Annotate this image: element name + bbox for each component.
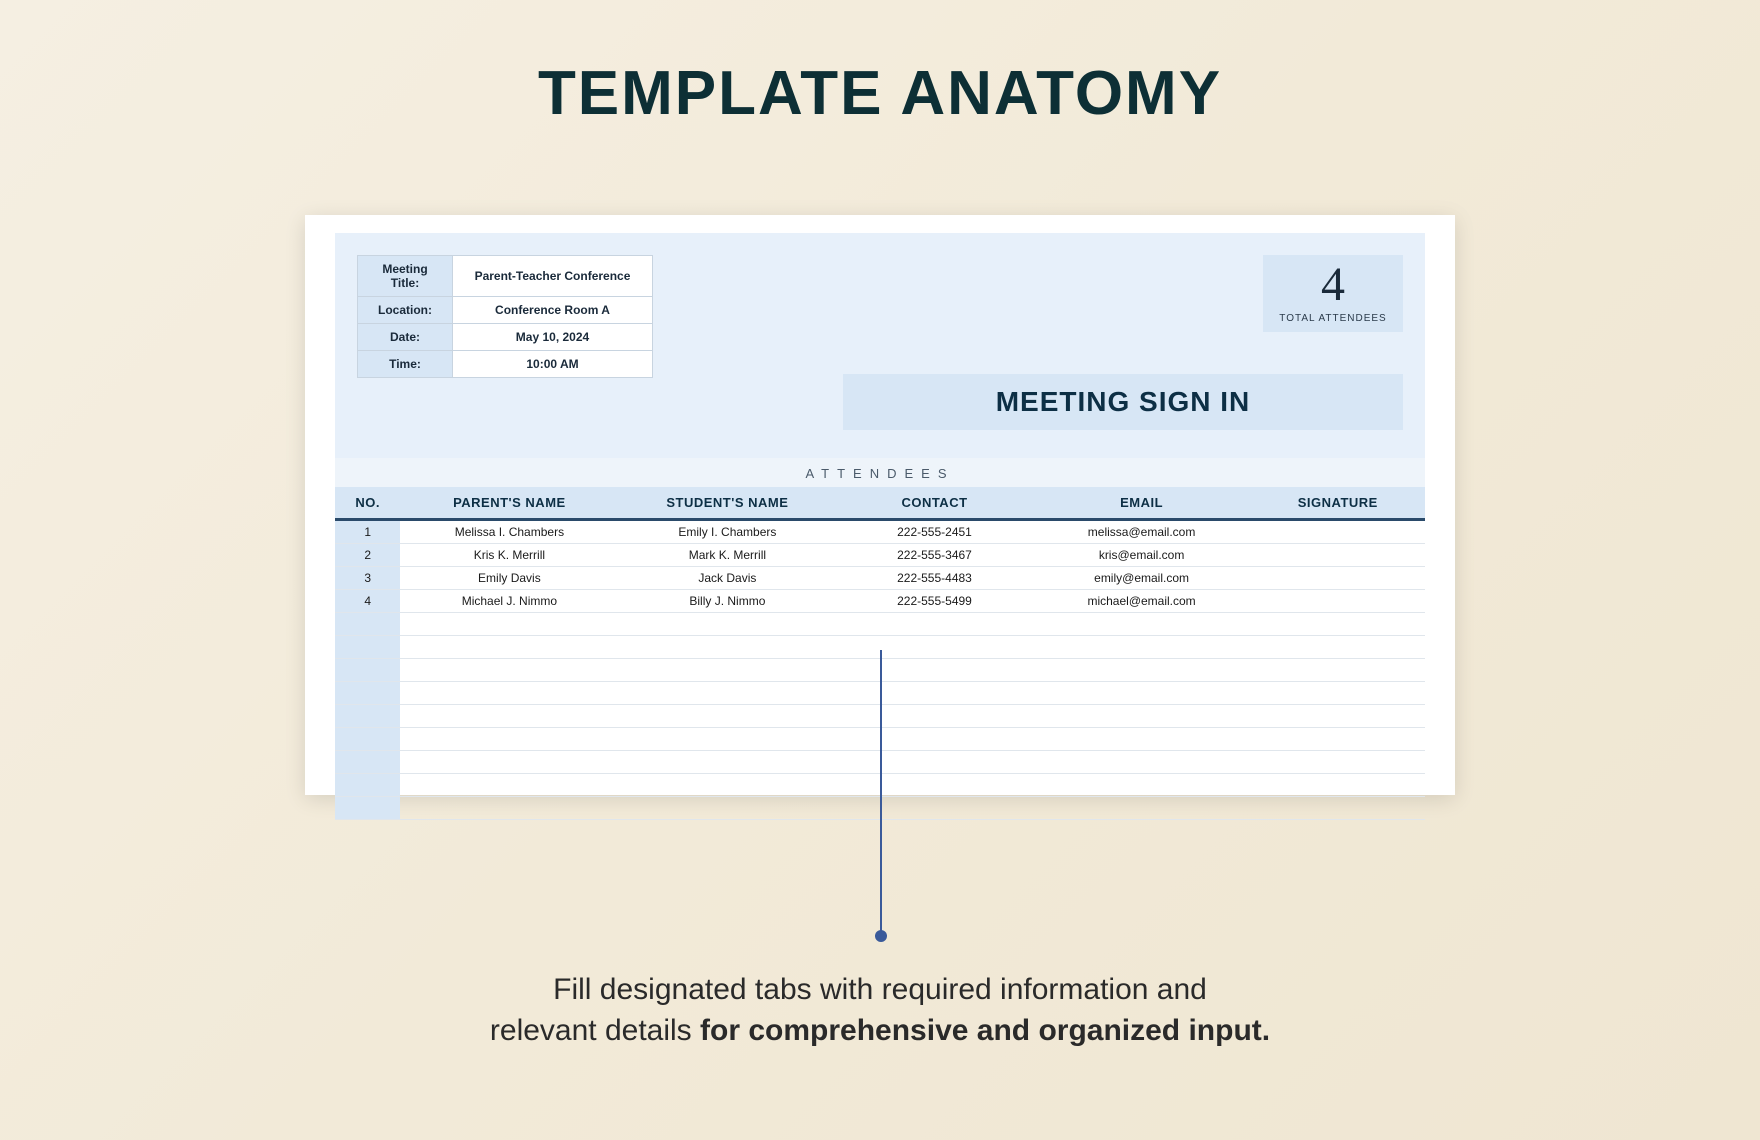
cell-parent: Melissa I. Chambers: [400, 520, 618, 544]
total-attendees-count: 4: [1263, 261, 1403, 309]
cell-email: emily@email.com: [1033, 567, 1251, 590]
signin-title-text: MEETING SIGN IN: [843, 386, 1403, 418]
cell-signature: [1251, 590, 1425, 613]
th-parent: PARENT'S NAME: [400, 487, 618, 520]
caption-line2-bold: for comprehensive and organized input.: [700, 1014, 1270, 1047]
cell-no: [335, 659, 400, 682]
info-value-meeting-title: Parent-Teacher Conference: [453, 256, 653, 297]
template-header-band: Meeting Title: Parent-Teacher Conference…: [335, 233, 1425, 458]
info-value-date: May 10, 2024: [453, 324, 653, 351]
cell-signature: [1251, 567, 1425, 590]
cell-contact: 222-555-5499: [836, 590, 1032, 613]
th-student: STUDENT'S NAME: [618, 487, 836, 520]
th-signature: SIGNATURE: [1251, 487, 1425, 520]
cell-contact: 222-555-4483: [836, 567, 1032, 590]
cell-no: [335, 774, 400, 797]
cell-no: [335, 613, 400, 636]
cell-no: [335, 705, 400, 728]
cell-student: Jack Davis: [618, 567, 836, 590]
total-attendees-label: TOTAL ATTENDEES: [1263, 313, 1403, 324]
cell-no: 4: [335, 590, 400, 613]
table-row: [335, 613, 1425, 636]
cell-signature: [1251, 544, 1425, 567]
cell-no: [335, 636, 400, 659]
cell-parent: Michael J. Nimmo: [400, 590, 618, 613]
cell-no: [335, 751, 400, 774]
meeting-info-grid: Meeting Title: Parent-Teacher Conference…: [357, 255, 653, 378]
cell-no: 2: [335, 544, 400, 567]
cell-contact: 222-555-2451: [836, 520, 1032, 544]
th-email: EMAIL: [1033, 487, 1251, 520]
cell-no: 1: [335, 520, 400, 544]
info-label-location: Location:: [358, 297, 453, 324]
cell-email: kris@email.com: [1033, 544, 1251, 567]
info-label-date: Date:: [358, 324, 453, 351]
table-header-row: NO. PARENT'S NAME STUDENT'S NAME CONTACT…: [335, 487, 1425, 520]
cell-no: [335, 682, 400, 705]
total-attendees-box: 4 TOTAL ATTENDEES: [1263, 255, 1403, 332]
page-title: TEMPLATE ANATOMY: [0, 0, 1760, 129]
attendees-heading: ATTENDEES: [335, 458, 1425, 487]
cell-no: [335, 728, 400, 751]
table-row: 4Michael J. NimmoBilly J. Nimmo222-555-5…: [335, 590, 1425, 613]
cell-signature: [1251, 520, 1425, 544]
cell-student: Billy J. Nimmo: [618, 590, 836, 613]
cell-no: [335, 797, 400, 820]
caption-text: Fill designated tabs with required infor…: [0, 970, 1760, 1051]
caption-line2-pre: relevant details: [490, 1014, 700, 1047]
th-no: NO.: [335, 487, 400, 520]
info-label-time: Time:: [358, 351, 453, 378]
table-row: 2Kris K. MerrillMark K. Merrill222-555-3…: [335, 544, 1425, 567]
th-contact: CONTACT: [836, 487, 1032, 520]
table-row: 3Emily DavisJack Davis222-555-4483emily@…: [335, 567, 1425, 590]
info-value-time: 10:00 AM: [453, 351, 653, 378]
cell-student: Mark K. Merrill: [618, 544, 836, 567]
signin-title-bar: MEETING SIGN IN: [843, 374, 1403, 430]
cell-parent: Kris K. Merrill: [400, 544, 618, 567]
caption-line1: Fill designated tabs with required infor…: [553, 973, 1207, 1006]
table-row: 1Melissa I. ChambersEmily I. Chambers222…: [335, 520, 1425, 544]
callout-dot-icon: [875, 930, 887, 942]
cell-student: Emily I. Chambers: [618, 520, 836, 544]
cell-email: melissa@email.com: [1033, 520, 1251, 544]
callout-line: [880, 650, 882, 935]
cell-parent: Emily Davis: [400, 567, 618, 590]
info-label-meeting-title: Meeting Title:: [358, 256, 453, 297]
cell-contact: 222-555-3467: [836, 544, 1032, 567]
cell-no: 3: [335, 567, 400, 590]
cell-email: michael@email.com: [1033, 590, 1251, 613]
info-value-location: Conference Room A: [453, 297, 653, 324]
